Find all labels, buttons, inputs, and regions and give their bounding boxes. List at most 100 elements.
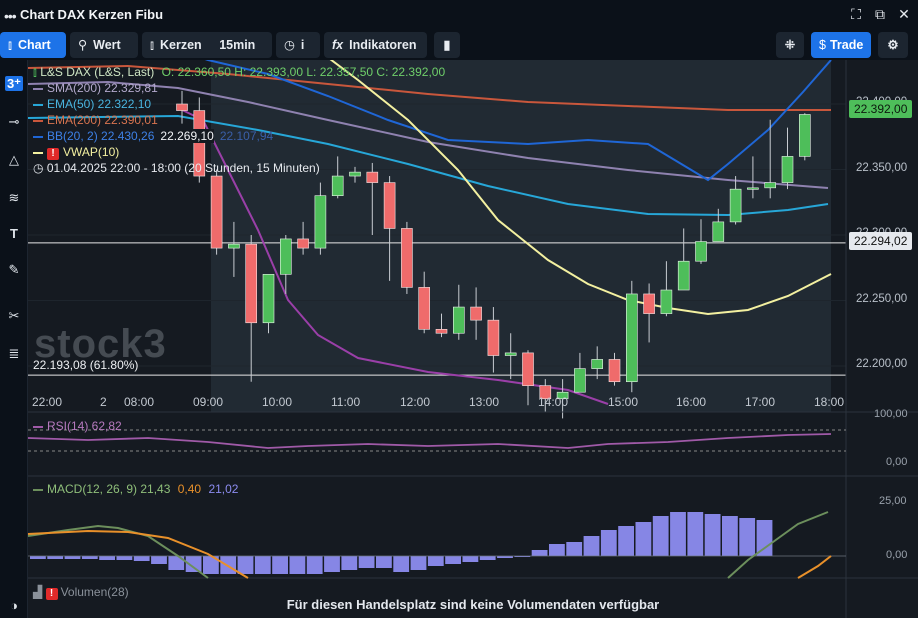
search-value-button[interactable]: ⚲ Wert bbox=[70, 32, 138, 58]
candle[interactable] bbox=[487, 307, 500, 373]
candle[interactable] bbox=[366, 162, 379, 235]
candle[interactable] bbox=[349, 166, 361, 183]
time-tick-label: 13:00 bbox=[469, 395, 500, 409]
legend-volume[interactable]: ▟ ! Volumen(28) bbox=[33, 585, 129, 600]
line-tool-icon[interactable]: ⊸ bbox=[8, 114, 20, 129]
theme-toggle-icon[interactable]: ◑ bbox=[10, 598, 18, 613]
time-tick-label: 18:00 bbox=[814, 395, 845, 409]
candle[interactable] bbox=[418, 271, 431, 334]
chart-area[interactable]: stock3 ⫾ L&S DAX (L&S, Last) O: 22.360,5… bbox=[28, 60, 918, 618]
macd-hist-bar bbox=[30, 556, 46, 559]
fibonacci-tool-icon[interactable]: ≋ bbox=[8, 190, 20, 205]
trade-button[interactable]: $ Trade bbox=[811, 32, 871, 58]
legend-sma[interactable]: SMA(200) 22.329,81 bbox=[33, 80, 158, 96]
chart-button[interactable]: ⫾ Chart bbox=[0, 32, 66, 58]
candle[interactable] bbox=[625, 280, 638, 393]
candle[interactable] bbox=[764, 119, 777, 199]
candle[interactable] bbox=[210, 169, 223, 255]
candle[interactable] bbox=[297, 221, 309, 255]
candle[interactable] bbox=[262, 274, 275, 334]
candles[interactable] bbox=[176, 90, 811, 419]
chart-canvas[interactable] bbox=[28, 60, 918, 618]
shape-tool-icon[interactable]: △ bbox=[9, 152, 19, 167]
warning-icon: ! bbox=[47, 148, 59, 160]
indicators-button[interactable]: fx Indikatoren bbox=[324, 32, 427, 58]
legend-vwap[interactable]: ! VWAP(10) bbox=[33, 144, 119, 160]
close-icon[interactable]: ✕ bbox=[898, 6, 910, 22]
candle[interactable] bbox=[522, 350, 534, 406]
ema50-line bbox=[28, 114, 829, 217]
candle[interactable] bbox=[470, 287, 482, 340]
macd-line bbox=[727, 511, 829, 579]
legend-ema200[interactable]: EMA(200) 22.390,01 bbox=[33, 112, 158, 128]
fibonacci-label: 22.193,08 (61.80%) bbox=[33, 358, 139, 373]
candle[interactable] bbox=[660, 261, 673, 317]
candle[interactable] bbox=[643, 283, 655, 343]
candle[interactable] bbox=[280, 235, 292, 294]
time-tick-label: 17:00 bbox=[745, 395, 776, 409]
rsi-tick-0: 0,00 bbox=[886, 456, 908, 468]
time-info-button[interactable]: ◷ i bbox=[276, 32, 320, 58]
bookmark-button[interactable]: ▮ bbox=[434, 32, 460, 58]
candle[interactable] bbox=[591, 346, 604, 380]
candle[interactable] bbox=[331, 156, 344, 199]
chart-type-button[interactable]: ⫾ Kerzen 15min bbox=[142, 32, 272, 58]
candles-icon: ⫾ bbox=[150, 38, 155, 52]
rsi-line bbox=[28, 433, 832, 449]
candle[interactable] bbox=[574, 352, 586, 393]
macd-hist-bar bbox=[358, 556, 375, 568]
layers-icon[interactable]: ≣ bbox=[8, 346, 20, 361]
title-bar: ••• Chart DAX Kerzen Fibu ⛶ ⧉ ✕ bbox=[0, 0, 918, 30]
macd-hist-bar bbox=[497, 556, 513, 558]
legend-bb[interactable]: BB(20, 2) 22.430,26 22.269,10 22.107,94 bbox=[33, 128, 273, 144]
tools-icon[interactable]: ✂ bbox=[8, 308, 20, 323]
candle[interactable] bbox=[781, 127, 794, 190]
candle[interactable] bbox=[608, 352, 621, 386]
candle[interactable] bbox=[452, 284, 465, 340]
candle[interactable] bbox=[228, 221, 240, 277]
rsi-tick-100: 100,00 bbox=[874, 408, 908, 420]
macd-hist-bar bbox=[618, 526, 634, 556]
candles-icon: ⫾ bbox=[33, 65, 37, 79]
crosshair-price-tag: 22.294,02 bbox=[849, 232, 913, 250]
candle[interactable] bbox=[401, 221, 413, 294]
candle[interactable] bbox=[695, 219, 707, 264]
macd-hist-bar bbox=[168, 556, 185, 570]
interval-label[interactable]: 15min bbox=[219, 38, 256, 52]
window-menu-icon[interactable]: ••• bbox=[4, 8, 17, 24]
candle[interactable] bbox=[383, 176, 396, 281]
candle[interactable] bbox=[245, 235, 257, 382]
macd-hist-bar bbox=[81, 556, 98, 559]
text-tool-icon[interactable]: T bbox=[10, 226, 18, 241]
candle[interactable] bbox=[798, 113, 811, 161]
popout-icon[interactable]: ⧉ bbox=[875, 6, 885, 22]
legend-main[interactable]: ⫾ L&S DAX (L&S, Last) O: 22.360,50 H: 22… bbox=[33, 65, 446, 79]
time-tick-label: 11:00 bbox=[331, 395, 361, 409]
macd-hist-bar bbox=[462, 556, 479, 562]
candle[interactable] bbox=[729, 176, 742, 225]
macd-hist-bar bbox=[272, 556, 288, 574]
search-icon: ⚲ bbox=[78, 38, 88, 52]
time-tick-label: 16:00 bbox=[676, 395, 707, 409]
candle[interactable] bbox=[504, 333, 517, 380]
price-tick-label: 22.250,00 bbox=[856, 292, 908, 305]
macd-hist-bar bbox=[376, 556, 392, 568]
candle[interactable] bbox=[677, 228, 690, 291]
bollinger-lower-line bbox=[177, 107, 609, 405]
settings-button[interactable]: ⚙ bbox=[878, 32, 908, 58]
candle[interactable] bbox=[539, 379, 552, 412]
candle[interactable] bbox=[712, 208, 725, 242]
candle[interactable] bbox=[314, 182, 327, 255]
warning-icon: ! bbox=[45, 588, 58, 600]
crosshair-button[interactable]: ⁜ bbox=[776, 32, 804, 58]
indicator-lines bbox=[28, 60, 832, 405]
candle[interactable] bbox=[176, 90, 188, 124]
candle[interactable] bbox=[747, 156, 759, 199]
legend-rsi[interactable]: RSI(14) 62,82 bbox=[33, 418, 122, 434]
candle[interactable] bbox=[435, 313, 448, 338]
legend-ema50[interactable]: EMA(50) 22.322,10 bbox=[33, 96, 151, 112]
stock3-logo-icon[interactable]: 3⁺ bbox=[4, 76, 24, 91]
annotation-tool-icon[interactable]: ✎ bbox=[8, 262, 20, 277]
fullscreen-icon[interactable]: ⛶ bbox=[851, 6, 861, 22]
legend-macd[interactable]: MACD(12, 26, 9) 21,43 0,40 21,02 bbox=[33, 481, 238, 497]
